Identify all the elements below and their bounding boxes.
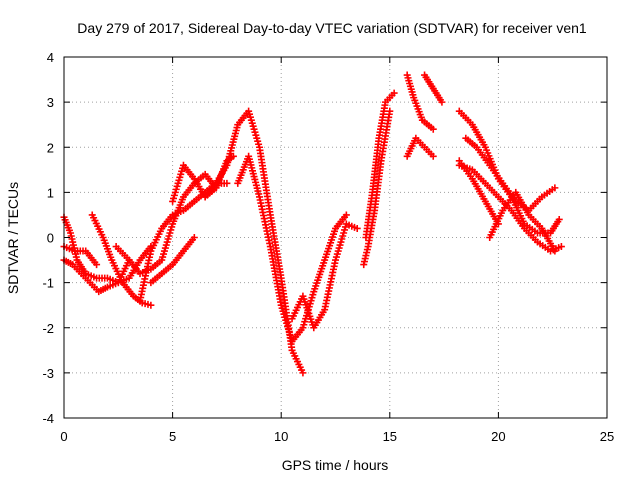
x-tick-label: 15: [383, 429, 397, 444]
series-arc-15: [403, 134, 437, 160]
series-arc-20: [486, 188, 559, 255]
series-arc-1: [60, 213, 133, 287]
data-point: [429, 152, 437, 160]
series-arc-14: [403, 71, 437, 133]
data-point: [190, 234, 198, 241]
x-tick-label: 0: [60, 429, 67, 444]
series-arc-11: [288, 220, 361, 332]
data-point: [551, 184, 559, 192]
x-tick-label: 25: [600, 429, 614, 444]
series-arc-7: [147, 234, 198, 287]
data-point: [342, 211, 350, 219]
series-arc-6: [136, 179, 231, 305]
x-tick-label: 10: [274, 429, 288, 444]
series-arc-4: [88, 211, 155, 309]
data-point: [386, 107, 394, 115]
x-axis-label: GPS time / hours: [282, 457, 389, 473]
data-point: [147, 301, 155, 309]
y-tick-label: 2: [47, 140, 54, 155]
data-point: [557, 243, 565, 251]
data-point: [429, 125, 437, 133]
y-tick-label: -3: [42, 366, 54, 381]
y-tick-label: -2: [42, 321, 54, 336]
series-arc-10: [234, 152, 350, 345]
data-point: [299, 369, 307, 377]
x-tick-labels: 0 5 10 15 20 25: [60, 429, 614, 444]
series-arc-13: [362, 89, 398, 241]
x-tick-label: 5: [169, 429, 176, 444]
data-point: [551, 247, 559, 255]
chart-title: Day 279 of 2017, Sidereal Day-to-day VTE…: [77, 20, 587, 36]
data-point: [390, 89, 398, 97]
data-point: [555, 215, 563, 223]
axis-ticks: [63, 56, 608, 419]
data-point: [353, 224, 361, 232]
y-tick-label: 4: [47, 50, 54, 65]
y-tick-labels: -4 -3 -2 -1 0 1 2 3 4: [42, 50, 54, 426]
data-point: [494, 220, 502, 228]
data-point: [223, 179, 231, 187]
data-points: [60, 71, 565, 377]
y-tick-label: -4: [42, 411, 54, 426]
series-arc-9: [201, 107, 307, 377]
y-tick-label: 3: [47, 95, 54, 110]
y-tick-label: 0: [47, 231, 54, 246]
series-arc-21: [455, 157, 502, 228]
y-tick-label: 1: [47, 185, 54, 200]
data-point: [93, 261, 101, 269]
data-point: [438, 98, 446, 106]
y-tick-label: -1: [42, 276, 54, 291]
series-arc-16: [421, 71, 446, 106]
x-tick-label: 20: [491, 429, 505, 444]
y-axis-label: SDTVAR / TECUs: [5, 182, 21, 294]
